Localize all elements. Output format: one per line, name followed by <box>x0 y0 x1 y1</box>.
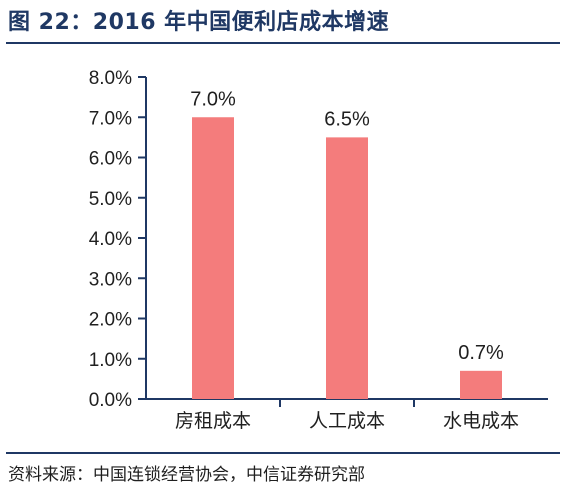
bar <box>192 117 234 399</box>
y-tick-label: 0.0% <box>89 390 132 411</box>
chart-title: 图 22：2016 年中国便利店成本增速 <box>8 10 390 35</box>
bar <box>460 370 502 399</box>
bar-value-label: 7.0% <box>190 88 236 110</box>
y-tick-label: 7.0% <box>89 108 132 129</box>
title-divider <box>6 42 560 44</box>
y-tick-label: 8.0% <box>89 68 132 89</box>
bar-chart: 0.0% 1.0% 2.0% 3.0% 4.0% 5.0% 6.0% 7.0% 8.0% 7.0… <box>89 68 548 432</box>
bar-value-label: 0.7% <box>458 342 504 364</box>
y-tick-label: 4.0% <box>89 229 132 250</box>
x-category-label: 房租成本 <box>175 410 251 432</box>
bar <box>326 137 368 399</box>
x-category-label: 人工成本 <box>309 410 385 432</box>
bars-layer <box>192 117 502 399</box>
y-tick-label: 1.0% <box>89 350 132 371</box>
y-tick-label: 6.0% <box>89 149 132 170</box>
y-tick-label: 2.0% <box>89 310 132 331</box>
labels-layer: 7.0% 房租成本 6.5% 人工成本 0.7% 水电成本 <box>175 88 519 432</box>
x-category-label: 水电成本 <box>443 410 519 432</box>
source-note: 资料来源：中国连锁经营协会，中信证券研究部 <box>8 465 365 485</box>
y-tick-label: 3.0% <box>89 269 132 290</box>
bar-value-label: 6.5% <box>324 108 370 130</box>
y-tick-label: 5.0% <box>89 189 132 210</box>
source-divider <box>6 452 560 454</box>
